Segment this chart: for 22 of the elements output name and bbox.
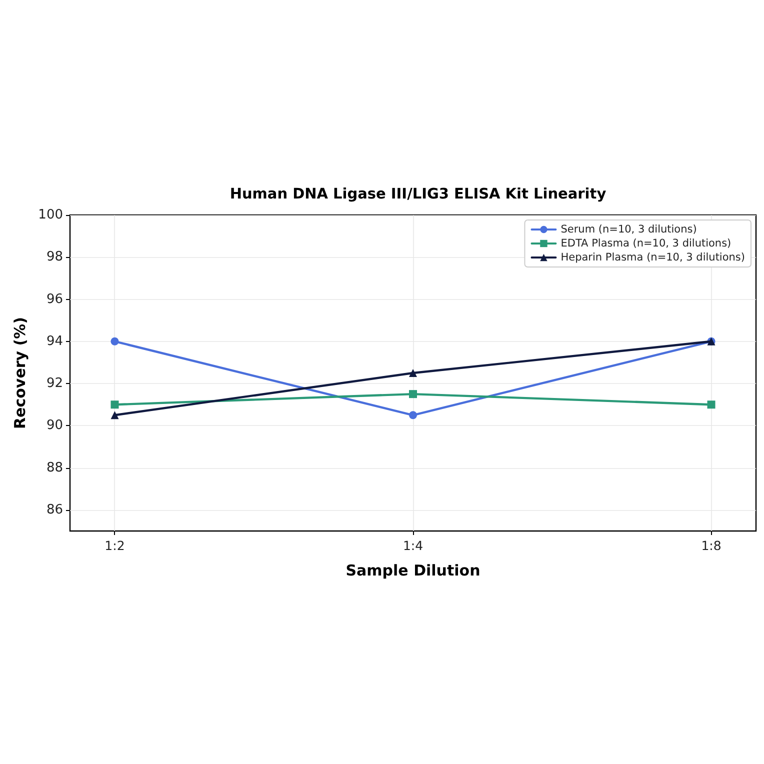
y-tick-label: 86 xyxy=(46,502,63,518)
y-tick-label: 98 xyxy=(46,250,63,265)
x-axis-title: Sample Dilution xyxy=(346,562,480,580)
point xyxy=(409,390,417,398)
y-axis-title: Recovery (%) xyxy=(10,316,29,430)
x-tick-label: 1:8 xyxy=(701,538,722,553)
chart-title: Human DNA Ligase III/LIG3 ELISA Kit Linearity xyxy=(230,186,607,202)
point xyxy=(409,411,417,420)
legend-label: Heparin Plasma (n=10, 3 dilutions) xyxy=(560,252,746,264)
y-tick-label: 92 xyxy=(46,376,63,392)
y-tick-label: 88 xyxy=(46,460,63,476)
point xyxy=(110,400,119,409)
y-tick-label: 90 xyxy=(46,418,63,434)
x-tick-label: 1:2 xyxy=(104,538,125,553)
y-tick-label: 96 xyxy=(46,292,63,307)
point xyxy=(110,337,119,346)
legend-label: EDTA Plasma (n=10, 3 dilutions) xyxy=(560,238,732,250)
y-tick-label: 94 xyxy=(46,334,63,349)
x-tick-label: 1:4 xyxy=(402,538,424,553)
point xyxy=(707,400,716,409)
legend-label: Serum (n=10, 3 dilutions) xyxy=(560,224,697,236)
y-tick-label: 100 xyxy=(38,208,63,222)
